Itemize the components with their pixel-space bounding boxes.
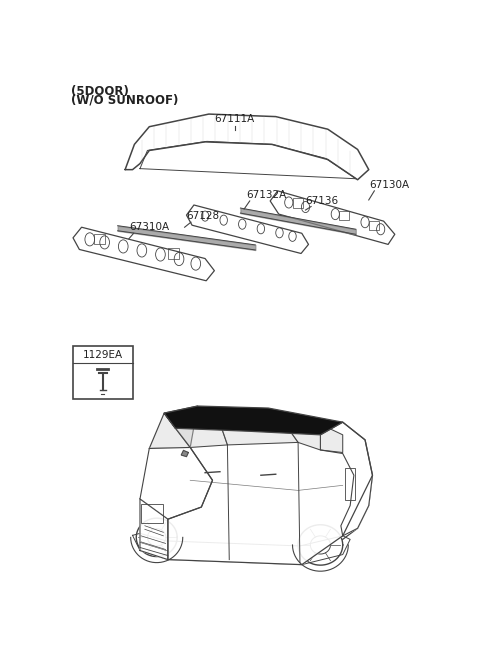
- Polygon shape: [140, 499, 168, 560]
- Text: 67130A: 67130A: [369, 180, 409, 190]
- Polygon shape: [321, 422, 372, 536]
- Text: 67111A: 67111A: [215, 114, 255, 124]
- Bar: [369, 221, 379, 230]
- Text: (W/O SUNROOF): (W/O SUNROOF): [71, 94, 179, 107]
- Bar: [168, 249, 179, 258]
- Bar: [339, 211, 349, 220]
- Bar: [141, 504, 163, 523]
- Polygon shape: [181, 451, 188, 457]
- Text: 1129EA: 1129EA: [83, 350, 123, 361]
- Bar: [73, 346, 132, 400]
- Text: 67136: 67136: [305, 196, 339, 206]
- Text: 67128: 67128: [186, 211, 220, 221]
- Polygon shape: [164, 413, 372, 565]
- Bar: [94, 234, 106, 245]
- Polygon shape: [283, 421, 343, 453]
- Polygon shape: [220, 421, 298, 445]
- Text: 67310A: 67310A: [129, 222, 169, 232]
- Bar: [292, 198, 303, 207]
- Text: 67132A: 67132A: [246, 190, 286, 200]
- Polygon shape: [149, 406, 198, 449]
- Polygon shape: [164, 406, 343, 435]
- Polygon shape: [140, 447, 213, 519]
- Bar: [345, 468, 355, 501]
- Text: (5DOOR): (5DOOR): [71, 85, 129, 98]
- Polygon shape: [175, 423, 228, 447]
